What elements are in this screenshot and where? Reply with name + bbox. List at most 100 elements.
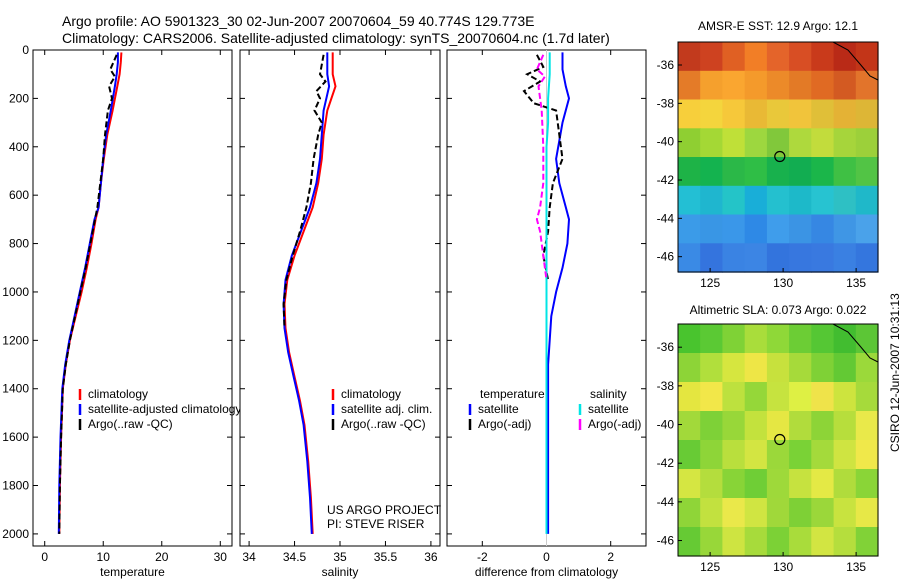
heatmap-cell — [811, 243, 835, 273]
heatmap-cell — [744, 382, 768, 412]
profile-panel-2 — [239, 49, 441, 547]
heatmap-cell — [766, 99, 790, 129]
heatmap-cell — [833, 382, 857, 412]
heatmap-cell — [811, 214, 835, 244]
heatmap-cell — [833, 185, 857, 216]
heatmap-cell — [766, 498, 790, 528]
heatmap-cell — [744, 185, 768, 216]
heatmap-cell — [833, 324, 857, 354]
heatmap-cell — [833, 498, 857, 528]
legend-label: climatology — [88, 387, 148, 401]
y-tick-label: 600 — [9, 188, 29, 202]
x-tick-label: 30 — [214, 550, 228, 564]
heatmap-cell — [789, 440, 812, 470]
heatmap-cell — [700, 214, 723, 244]
heatmap-cell — [678, 185, 701, 216]
heatmap-cell — [722, 42, 746, 72]
heatmap-cell — [833, 157, 857, 187]
heatmap-cell — [678, 42, 701, 72]
legend-heading: temperature — [480, 387, 545, 401]
series-line-3 — [545, 52, 551, 534]
heatmap-cell — [700, 382, 723, 412]
heatmap-cell — [855, 440, 879, 470]
x-tick-label: 135 — [846, 276, 866, 290]
heatmap-cell — [700, 243, 723, 273]
map-title: AMSR-E SST: 12.9 Argo: 12.1 — [698, 19, 858, 33]
heatmap-cell — [855, 243, 879, 273]
heatmap-cell — [789, 70, 812, 101]
heatmap-cell — [766, 527, 790, 557]
heatmap-cell — [833, 411, 857, 441]
heatmap-cell — [855, 42, 879, 72]
heatmap-cell — [789, 42, 812, 72]
profile-panel-1 — [32, 49, 233, 547]
x-tick-label: 34.5 — [283, 550, 307, 564]
header-line-1: Argo profile: AO 5901323_30 02-Jun-2007 … — [62, 13, 535, 29]
heatmap-cell — [744, 527, 768, 557]
x-axis-label: temperature — [100, 565, 165, 579]
heatmap-cell — [744, 99, 768, 129]
map-panel-1 — [677, 41, 879, 273]
heatmap-cell — [722, 527, 746, 557]
heatmap-cell — [811, 382, 835, 412]
y-tick-label: 0 — [22, 43, 29, 57]
y-tick-label: -38 — [657, 379, 675, 393]
heatmap-cell — [789, 243, 812, 273]
heatmap-cell — [678, 411, 701, 441]
heatmap-cell — [811, 99, 835, 129]
heatmap-cell — [811, 411, 835, 441]
heatmap-cell — [833, 99, 857, 129]
y-tick-label: -36 — [657, 58, 675, 72]
y-tick-label: 2000 — [2, 527, 29, 541]
legend-label: satellite — [478, 402, 519, 416]
heatmap-cell — [789, 324, 812, 354]
heatmap-cell — [722, 324, 746, 354]
heatmap-cell — [855, 99, 879, 129]
heatmap-cell — [789, 128, 812, 158]
heatmap-cell — [700, 440, 723, 470]
y-tick-label: -42 — [657, 173, 675, 187]
heatmap-cell — [744, 353, 768, 383]
heatmap-cell — [789, 214, 812, 244]
legend-label: satellite-adjusted climatology — [88, 402, 241, 416]
legend-label: Argo(-adj) — [478, 417, 531, 431]
legend-label: climatology — [341, 387, 401, 401]
heatmap-cell — [744, 157, 768, 187]
heatmap-cell — [700, 185, 723, 216]
heatmap-cell — [833, 214, 857, 244]
heatmap-cell — [833, 353, 857, 383]
series-line-4 — [535, 54, 548, 281]
heatmap-cell — [766, 382, 790, 412]
heatmap-cell — [700, 99, 723, 129]
legend-label: satellite adj. clim. — [341, 402, 432, 416]
y-tick-label: 400 — [9, 140, 29, 154]
map-panel-2 — [677, 323, 879, 557]
y-tick-label: 1400 — [2, 382, 29, 396]
heatmap-cell — [678, 324, 701, 354]
heatmap-cell — [855, 324, 879, 354]
heatmap-cell — [678, 70, 701, 101]
float-position-marker — [774, 433, 786, 446]
x-tick-label: 35.5 — [374, 550, 398, 564]
heatmap-cell — [811, 324, 835, 354]
heatmap-cell — [744, 411, 768, 441]
heatmap-cell — [766, 157, 790, 187]
heatmap-cell — [678, 99, 701, 129]
map-frame — [677, 323, 879, 557]
legend-label: satellite — [588, 402, 629, 416]
heatmap-cell — [789, 99, 812, 129]
heatmap-cell — [700, 70, 723, 101]
heatmap-cell — [678, 469, 701, 499]
plot-frame — [239, 49, 441, 547]
heatmap-cell — [811, 157, 835, 187]
x-tick-label: 130 — [773, 276, 793, 290]
heatmap-cell — [722, 469, 746, 499]
y-tick-label: 1600 — [2, 430, 29, 444]
x-axis-label: difference from climatology — [475, 565, 618, 579]
annotation-text: PI: STEVE RISER — [327, 517, 425, 531]
heatmap-cell — [766, 353, 790, 383]
heatmap-cell — [833, 469, 857, 499]
heatmap-cell — [766, 324, 790, 354]
heatmap-cell — [766, 128, 790, 158]
heatmap-cell — [722, 411, 746, 441]
